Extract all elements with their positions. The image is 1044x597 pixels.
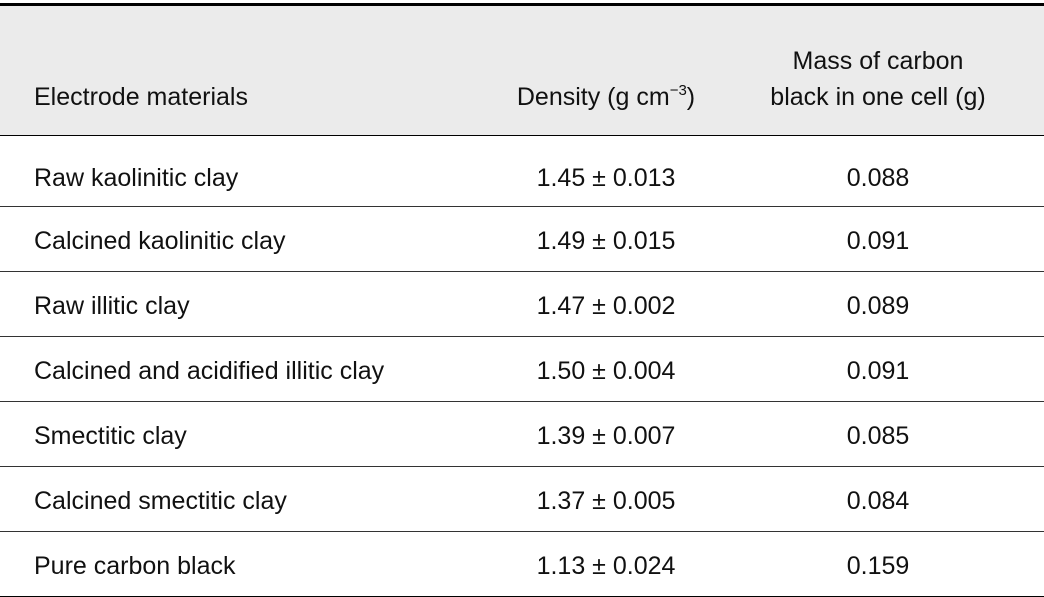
- header-superscript: −3: [669, 82, 687, 99]
- table-row: Smectitic clay 1.39 ± 0.007 0.085: [0, 401, 1044, 467]
- table-body: Raw kaolinitic clay 1.45 ± 0.013 0.088 Calc…: [0, 135, 1044, 597]
- table-cell: 1.47 ± 0.002: [500, 271, 712, 337]
- table-header: Electrode materials Density (g cm−3) Mass …: [0, 4, 1044, 136]
- table-row: Calcined smectitic clay 1.37 ± 0.005 0.084: [0, 466, 1044, 532]
- data-table: Electrode materials Density (g cm−3) Mass …: [0, 3, 1044, 597]
- header-cell: Density (g cm−3): [500, 5, 712, 136]
- table-row: Calcined and acidified illitic clay 1.50 …: [0, 336, 1044, 402]
- table-cell: Pure carbon black: [0, 531, 500, 597]
- table-cell: 0.159: [712, 531, 1044, 597]
- table-row: Calcined kaolinitic clay 1.49 ± 0.015 0.09…: [0, 206, 1044, 272]
- header-text: Density (g cm: [516, 83, 670, 111]
- table-cell: Raw illitic clay: [0, 271, 500, 337]
- table-cell: 1.13 ± 0.024: [500, 531, 712, 597]
- table-cell: Smectitic clay: [0, 401, 500, 467]
- header-line: black in one cell (g): [770, 83, 986, 111]
- table-cell: 0.088: [712, 135, 1044, 207]
- header-row: Electrode materials Density (g cm−3) Mass …: [0, 4, 1044, 136]
- header-cell: Mass of carbon black in one cell (g): [712, 5, 1044, 136]
- table-cell: Calcined smectitic clay: [0, 466, 500, 532]
- table-cell: 1.49 ± 0.015: [500, 206, 712, 272]
- table-row: Raw illitic clay 1.47 ± 0.002 0.089: [0, 271, 1044, 337]
- table-cell: 1.45 ± 0.013: [500, 135, 712, 207]
- table-cell: Raw kaolinitic clay: [0, 135, 500, 207]
- table-cell: 1.37 ± 0.005: [500, 466, 712, 532]
- table-cell: Calcined and acidified illitic clay: [0, 336, 500, 402]
- header-cell: Electrode materials: [0, 5, 500, 136]
- table-cell: 0.089: [712, 271, 1044, 337]
- table-cell: Calcined kaolinitic clay: [0, 206, 500, 272]
- page: Electrode materials Density (g cm−3) Mass …: [0, 3, 1044, 597]
- header-line: Mass of carbon: [792, 47, 964, 75]
- table-cell: 0.084: [712, 466, 1044, 532]
- header-text: ): [686, 83, 696, 111]
- table-cell: 0.091: [712, 336, 1044, 402]
- table-cell: 1.50 ± 0.004: [500, 336, 712, 402]
- table-row: Raw kaolinitic clay 1.45 ± 0.013 0.088: [0, 135, 1044, 207]
- header-text: Electrode materials: [34, 83, 248, 111]
- table-cell: 1.39 ± 0.007: [500, 401, 712, 467]
- table-row: Pure carbon black 1.13 ± 0.024 0.159: [0, 531, 1044, 597]
- table-cell: 0.085: [712, 401, 1044, 467]
- table-cell: 0.091: [712, 206, 1044, 272]
